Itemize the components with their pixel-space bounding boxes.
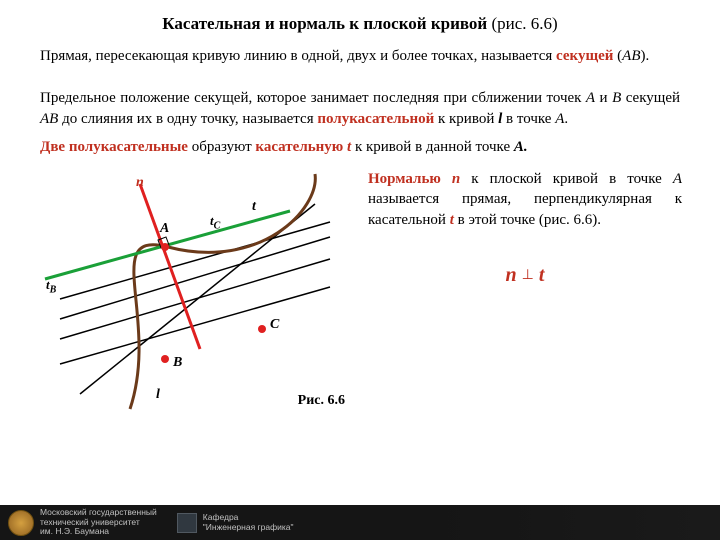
p3-b: образуют xyxy=(188,139,255,155)
p3-e: к кривой в данной точке xyxy=(351,139,514,155)
footer-bar: Московский государственный технический у… xyxy=(0,505,720,540)
paragraph-1: Прямая, пересекающая кривую линию в одно… xyxy=(0,42,720,70)
label-B: В xyxy=(173,355,182,371)
p2-e: секущей xyxy=(621,90,680,106)
title-bold: Касательная и нормаль к плоской кривой xyxy=(162,14,487,33)
right-paragraph: Нормалью n к плоской кривой в точке А на… xyxy=(360,169,682,419)
footer-univ3: им. Н.Э. Баумана xyxy=(40,527,157,536)
university-name: Московский государственный технический у… xyxy=(40,508,157,536)
p1-c: ( xyxy=(613,48,622,64)
p2-d: В xyxy=(612,90,621,106)
formula-t: t xyxy=(534,264,545,286)
label-C: С xyxy=(270,317,279,333)
university-emblem-icon xyxy=(8,510,34,536)
formula: n ⊥ t xyxy=(368,262,682,289)
p2-m: . xyxy=(564,111,568,127)
page-title: Касательная и нормаль к плоской кривой (… xyxy=(0,0,720,42)
content-row: n t tC tB А В С l Рис. 6.6 Нормалью n к … xyxy=(0,161,720,419)
r-c: к плоской кривой в точке xyxy=(460,171,673,187)
p2-g: до слияния их в одну точку, называется xyxy=(58,111,317,127)
paragraph-3: Две полукасательные образуют касательную… xyxy=(0,133,720,161)
p2-k: в точке xyxy=(502,111,555,127)
label-A: А xyxy=(160,221,169,237)
formula-n: n xyxy=(506,264,522,286)
p3-a: Две полукасательные xyxy=(40,139,188,155)
department-emblem-icon xyxy=(177,513,197,533)
label-t: t xyxy=(252,199,256,215)
p1-d: АВ xyxy=(622,48,640,64)
p2-a: Предельное положение секущей, которое за… xyxy=(40,90,586,106)
figure-caption: Рис. 6.6 xyxy=(298,393,345,409)
p1-e: ). xyxy=(641,48,650,64)
p3-c: касательную xyxy=(255,139,347,155)
r-a: Нормалью xyxy=(368,171,452,187)
r-d: А xyxy=(673,171,682,187)
label-l: l xyxy=(156,387,160,403)
p2-c: и xyxy=(595,90,612,106)
p2-f: АВ xyxy=(40,111,58,127)
p2-b: А xyxy=(586,90,595,106)
footer-dept2: "Инженерная графика" xyxy=(203,523,294,532)
r-g: в этой точке (рис. 6.6). xyxy=(454,212,601,228)
p1-b: секущей xyxy=(556,48,613,64)
label-tB: tB xyxy=(46,277,56,296)
p2-i: к кривой xyxy=(434,111,498,127)
department-name: Кафедра "Инженерная графика" xyxy=(203,513,294,532)
formula-perp: ⊥ xyxy=(522,268,534,283)
p2-l: А xyxy=(555,111,564,127)
r-b: n xyxy=(452,171,460,187)
p3-f: А. xyxy=(514,139,528,155)
figure-panel: n t tC tB А В С l Рис. 6.6 xyxy=(0,169,360,419)
label-n: n xyxy=(136,175,144,191)
p2-h: полукасательной xyxy=(317,111,434,127)
paragraph-2: Предельное положение секущей, которое за… xyxy=(0,84,720,133)
label-tC: tC xyxy=(210,213,220,232)
title-rest: (рис. 6.6) xyxy=(487,14,557,33)
p1-a: Прямая, пересекающая кривую линию в одно… xyxy=(40,48,556,64)
